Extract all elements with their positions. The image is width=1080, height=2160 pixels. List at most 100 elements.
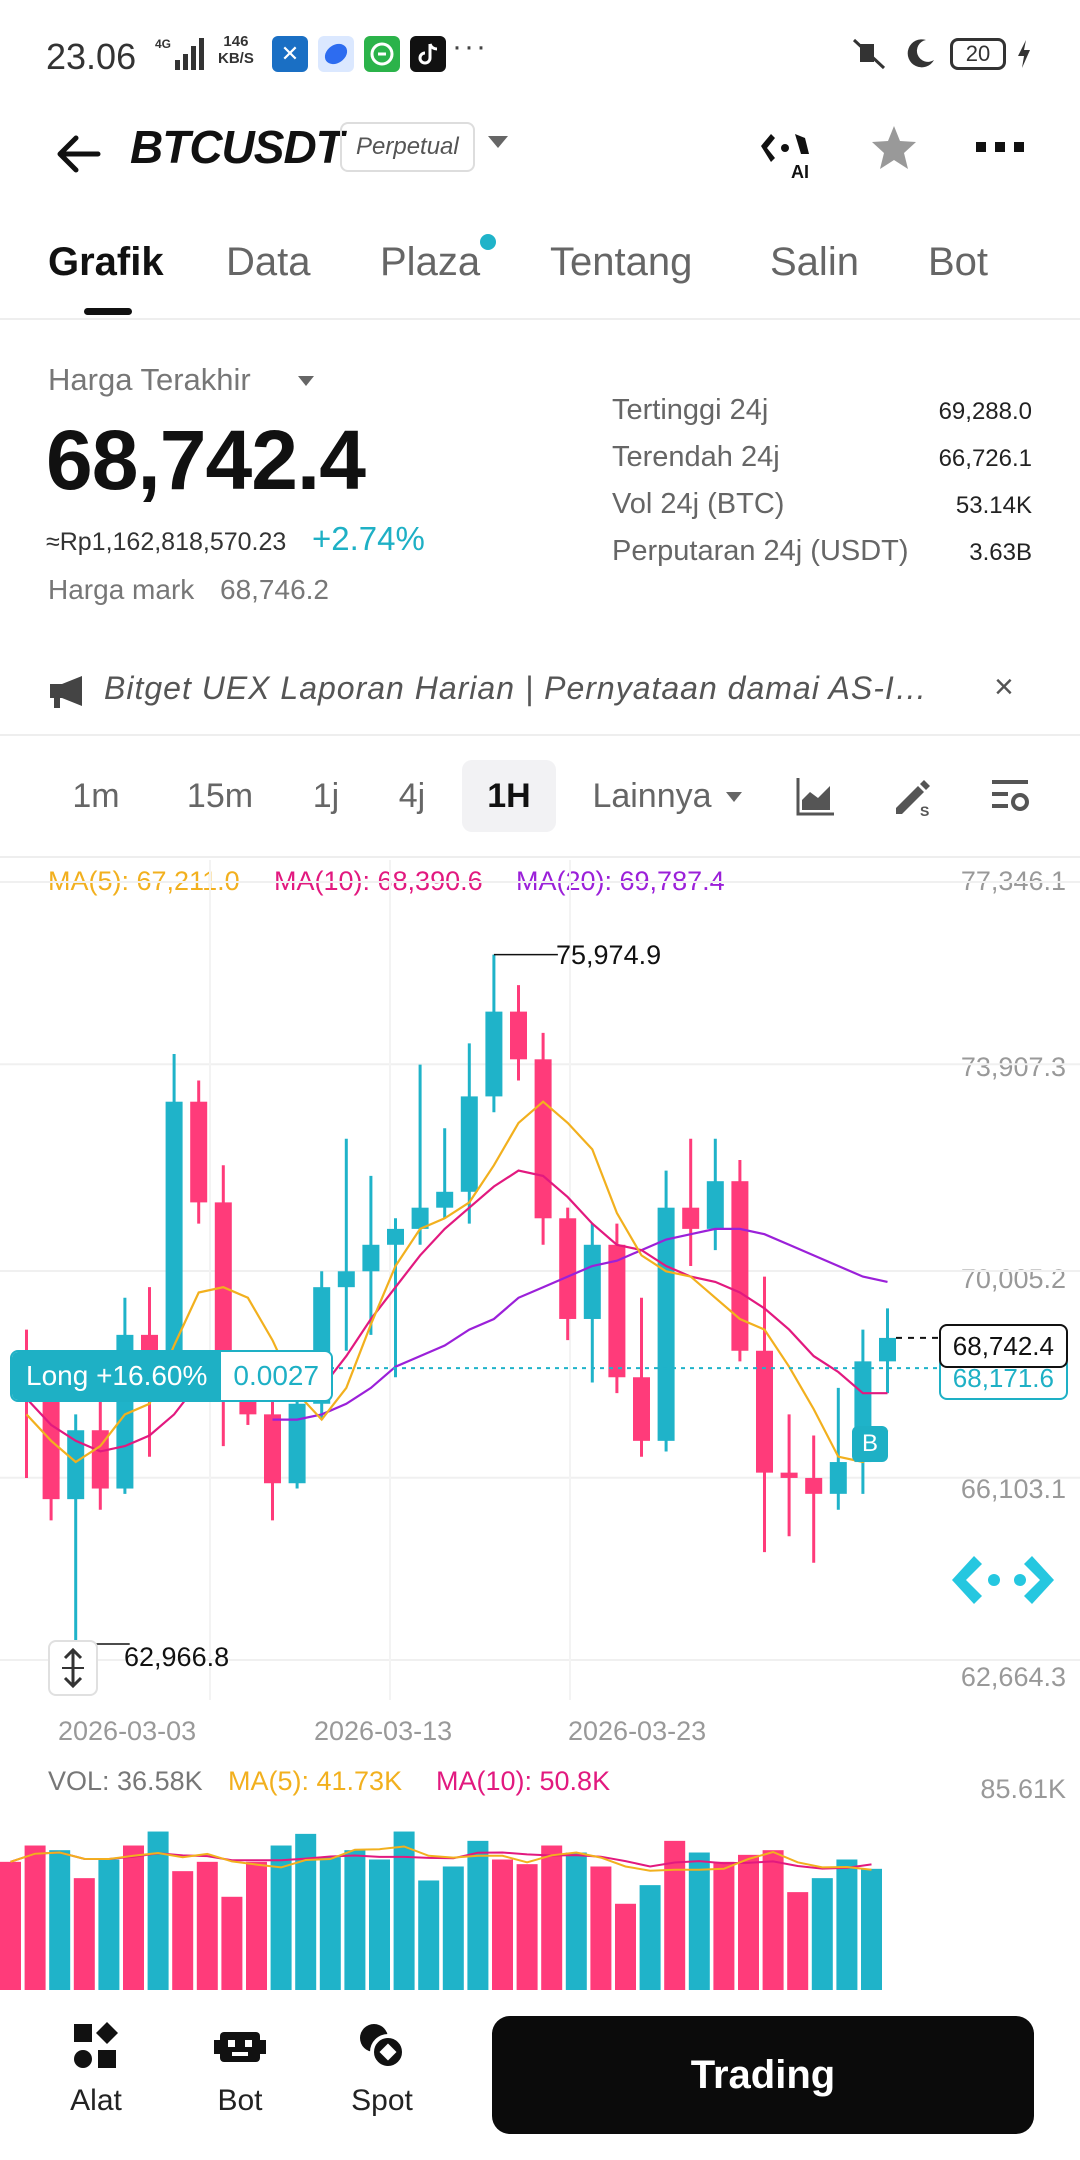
trading-button[interactable]: Trading <box>492 2016 1034 2134</box>
position-badge[interactable]: Long +16.60% 0.0027 <box>10 1350 334 1402</box>
stat-vol-label: Vol 24j (BTC) <box>612 488 785 520</box>
stat-turnover-value: 3.63B <box>969 539 1032 566</box>
candle <box>91 1430 109 1489</box>
candle <box>633 1377 650 1441</box>
volume-bar <box>24 1845 46 1990</box>
volume-bar <box>861 1868 882 1990</box>
pair-title[interactable]: BTCUSDT <box>130 121 344 173</box>
tab-salin[interactable]: Salin <box>770 240 859 284</box>
candle <box>214 1202 232 1399</box>
chart-settings-icon[interactable] <box>988 774 1032 818</box>
tab-data[interactable]: Data <box>226 240 311 284</box>
y-tick-label: 66,103.1 <box>960 1474 1066 1504</box>
price-change-percent: +2.74% <box>312 520 425 557</box>
battery-indicator: 20 <box>950 38 1006 70</box>
header: BTCUSDT Perpetual AI <box>0 110 1080 210</box>
candle <box>780 1472 798 1478</box>
timeframe-more-caret-icon[interactable] <box>726 792 742 802</box>
volume-bar <box>590 1866 612 1990</box>
more-menu-icon[interactable] <box>976 140 1024 154</box>
timeframe-15m[interactable]: 15m <box>186 777 254 815</box>
draw-pencil-icon[interactable]: S <box>890 774 934 818</box>
timeframe-4j[interactable]: 4j <box>398 777 426 815</box>
nav-spot-label: Spot <box>351 2084 413 2117</box>
chart-high-label: 75,974.9 <box>556 940 662 970</box>
nav-alat-label: Alat <box>70 2084 122 2117</box>
nav-bot[interactable]: Bot <box>180 2020 300 2118</box>
candle <box>879 1337 896 1362</box>
candle <box>362 1244 380 1272</box>
candle <box>805 1477 823 1494</box>
pair-dropdown-caret-icon[interactable] <box>488 136 508 148</box>
tab-tentang[interactable]: Tentang <box>550 240 693 284</box>
close-icon[interactable]: × <box>994 668 1014 706</box>
volume-bar <box>49 1850 71 1990</box>
svg-text:S: S <box>920 803 929 818</box>
volume-bar <box>0 1861 21 1990</box>
volume-bar <box>123 1845 144 1990</box>
y-tick-label: 62,664.3 <box>960 1662 1066 1692</box>
candle <box>436 1191 454 1208</box>
nav-alat[interactable]: Alat <box>36 2020 156 2118</box>
chart-resize-button[interactable] <box>48 1640 98 1696</box>
nav-spot[interactable]: Spot <box>322 2020 442 2118</box>
stat-low-label: Terendah 24j <box>612 441 780 473</box>
candle <box>510 1011 527 1060</box>
candle <box>337 1271 355 1288</box>
back-arrow-icon[interactable] <box>50 126 106 182</box>
volume-bar <box>418 1880 440 1990</box>
volume-bar <box>713 1861 735 1990</box>
volume-bar <box>246 1861 267 1990</box>
price-type-caret-icon[interactable] <box>298 376 314 386</box>
timeframe-more[interactable]: Lainnya <box>592 777 712 815</box>
svg-text:4G: 4G <box>155 37 171 51</box>
nav-bot-label: Bot <box>217 2084 263 2117</box>
candle <box>411 1207 429 1229</box>
candle <box>190 1101 208 1203</box>
ai-assistant-icon[interactable]: AI <box>755 124 819 180</box>
volume-bar <box>221 1896 243 1990</box>
app-green-icon <box>364 36 400 72</box>
volume-bar <box>615 1903 636 1990</box>
mark-price-label: Harga mark <box>48 574 195 605</box>
favorite-star-icon[interactable] <box>868 122 920 174</box>
last-price: 68,742.4 <box>46 413 366 507</box>
volume-ma10-legend: MA(10): 50.8K <box>436 1766 611 1796</box>
x-tick-label: 2026-03-23 <box>568 1716 707 1746</box>
mute-icon <box>852 38 886 70</box>
news-ticker[interactable]: Bitget UEX Laporan Harian | Pernyataan d… <box>0 650 1080 736</box>
signal-4g-icon: 4G <box>155 37 204 70</box>
x-tick-label: 2026-03-03 <box>58 1716 197 1746</box>
volume-bar <box>98 1859 120 1990</box>
tab-plaza[interactable]: Plaza <box>380 240 481 284</box>
last-price-label[interactable]: Harga Terakhir <box>48 362 251 397</box>
timeframe-1m[interactable]: 1m <box>72 777 120 815</box>
volume-bar <box>295 1833 317 1990</box>
tab-grafik[interactable]: Grafik <box>48 240 164 284</box>
stat-high-value: 69,288.0 <box>938 398 1032 425</box>
volume-bar <box>442 1866 464 1990</box>
tiktok-icon <box>410 36 446 72</box>
candle <box>608 1244 626 1378</box>
candle <box>165 1101 183 1357</box>
news-headline[interactable]: Bitget UEX Laporan Harian | Pernyataan d… <box>104 670 934 706</box>
tab-bot[interactable]: Bot <box>928 240 989 284</box>
volume-bar <box>344 1850 366 1990</box>
x-tick-label: 2026-03-13 <box>314 1716 453 1746</box>
volume-bar <box>688 1852 710 1990</box>
timeframe-1h[interactable]: 1H <box>462 760 556 832</box>
candle <box>682 1207 700 1229</box>
indicator-chart-icon[interactable] <box>794 774 838 818</box>
ai-float-icon[interactable] <box>944 1550 1062 1610</box>
buy-marker[interactable]: B <box>852 1426 888 1462</box>
last-price-tag: 68,742.4 <box>938 1324 1068 1368</box>
volume-bar <box>467 1840 489 1990</box>
megaphone-icon <box>50 676 82 708</box>
volume-bar <box>270 1845 292 1990</box>
timeframe-bar: 1m 15m 1j 4j 1H Lainnya S <box>0 740 1080 858</box>
candlestick-chart[interactable] <box>0 860 1080 1700</box>
timeframe-1j[interactable]: 1j <box>312 777 340 815</box>
tools-icon <box>74 2022 118 2068</box>
volume-chart <box>0 1831 882 1990</box>
volume-bar <box>664 1840 686 1990</box>
